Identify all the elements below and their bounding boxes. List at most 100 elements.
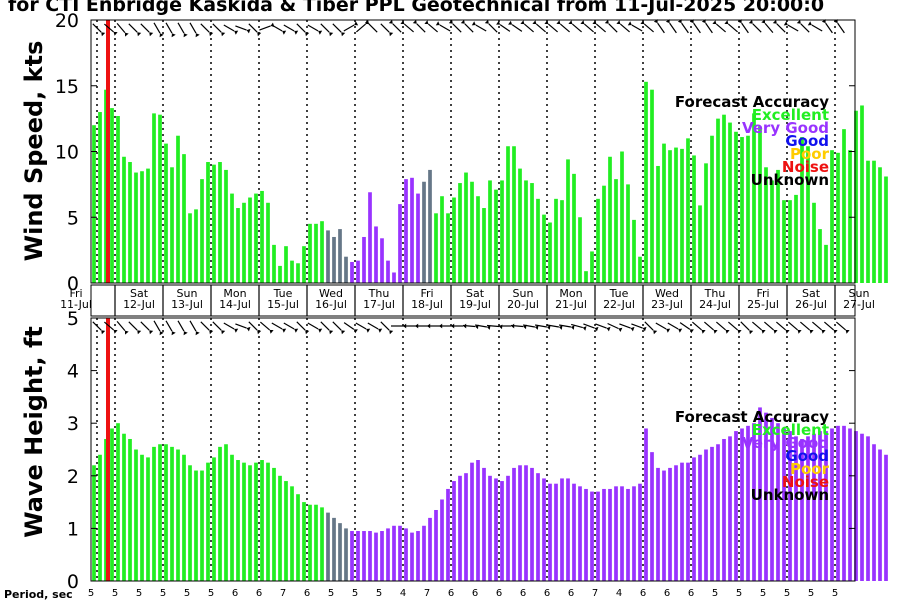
direction-arrow [536, 23, 546, 33]
direction-arrowhead [701, 329, 706, 334]
bar [608, 156, 612, 283]
bar [842, 129, 846, 283]
bar [686, 138, 690, 283]
bar [596, 198, 600, 283]
direction-arrowhead [737, 329, 742, 334]
bar [194, 470, 198, 581]
direction-arrowhead [627, 21, 632, 26]
bar [134, 449, 138, 581]
direction-arrowhead [318, 30, 323, 35]
bar [764, 412, 768, 581]
bar [404, 528, 408, 581]
bar [578, 217, 582, 283]
direction-arrow [283, 24, 295, 32]
direction-arrow [657, 22, 665, 34]
bar [626, 488, 630, 581]
period-value: 5 [160, 588, 166, 599]
bar [230, 193, 234, 283]
bar [584, 271, 588, 283]
bar [644, 81, 648, 283]
bar [374, 226, 378, 283]
direction-arrow [631, 24, 643, 32]
day-of-week-label: Sat [466, 287, 485, 300]
direction-arrow [825, 22, 833, 34]
bar [128, 162, 132, 283]
direction-arrow [140, 23, 150, 33]
bar [650, 89, 654, 283]
period-value: 5 [808, 588, 814, 599]
direction-arrow [692, 321, 702, 331]
legend-item: Noise [782, 158, 829, 176]
direction-arrow [368, 23, 378, 33]
direction-arrow [764, 321, 774, 331]
bar [644, 428, 648, 581]
bar [476, 460, 480, 581]
bar [680, 462, 684, 581]
direction-arrow [655, 322, 667, 330]
bar [506, 146, 510, 283]
day-of-week-label: Sun [177, 287, 198, 300]
bar [392, 525, 396, 581]
bar [338, 229, 342, 283]
direction-arrowhead [113, 31, 118, 36]
direction-arrow [320, 23, 330, 33]
day-of-week-label: Wed [655, 287, 679, 300]
bar [674, 465, 678, 581]
direction-arrows [92, 320, 850, 336]
period-value: 6 [568, 588, 574, 599]
direction-arrow [728, 23, 738, 33]
direction-arrow [332, 23, 342, 33]
bar [332, 236, 336, 283]
bar [320, 507, 324, 581]
direction-arrowhead [618, 327, 623, 332]
bar [284, 481, 288, 581]
y-axis-label: Wave Height, ft [20, 326, 48, 538]
bar [536, 198, 540, 283]
direction-arrow [716, 23, 726, 33]
direction-arrow [92, 321, 102, 331]
direction-arrowhead [592, 20, 597, 25]
direction-arrowhead [183, 331, 188, 336]
bar [272, 244, 276, 283]
direction-arrow [177, 22, 185, 34]
direction-arrow [332, 321, 342, 331]
direction-arrow [584, 23, 594, 33]
bar [836, 152, 840, 283]
direction-arrow [631, 323, 643, 329]
bar [590, 491, 594, 581]
bar [278, 475, 282, 581]
bar [368, 192, 372, 283]
bar [512, 467, 516, 581]
direction-arrow [728, 321, 738, 331]
bar [230, 454, 234, 581]
period-value: 5 [712, 588, 718, 599]
bar [158, 114, 162, 284]
direction-arrow [558, 324, 572, 328]
bar [464, 473, 468, 581]
day-of-week-label: Wed [319, 287, 343, 300]
direction-arrow [320, 321, 330, 331]
bar [884, 176, 888, 283]
direction-arrowhead [329, 330, 334, 335]
direction-arrow [524, 23, 534, 33]
bar [818, 431, 822, 581]
bar [158, 444, 162, 581]
bar [770, 417, 774, 581]
direction-arrow [223, 322, 235, 330]
bar [152, 446, 156, 581]
bar [284, 246, 288, 283]
direction-arrow [499, 24, 511, 32]
period-value: 5 [184, 588, 190, 599]
bar [260, 460, 264, 581]
day-of-week-label: Thu [704, 287, 726, 300]
bar [128, 438, 132, 581]
direction-arrowhead [821, 19, 826, 24]
bar [866, 160, 870, 283]
direction-arrowhead [845, 329, 850, 334]
bar [770, 180, 774, 283]
direction-arrowhead [544, 20, 549, 25]
direction-arrow [488, 23, 498, 33]
direction-arrow [165, 22, 173, 34]
bar [830, 150, 834, 283]
y-axis-label: Wind Speed, kts [20, 41, 48, 262]
